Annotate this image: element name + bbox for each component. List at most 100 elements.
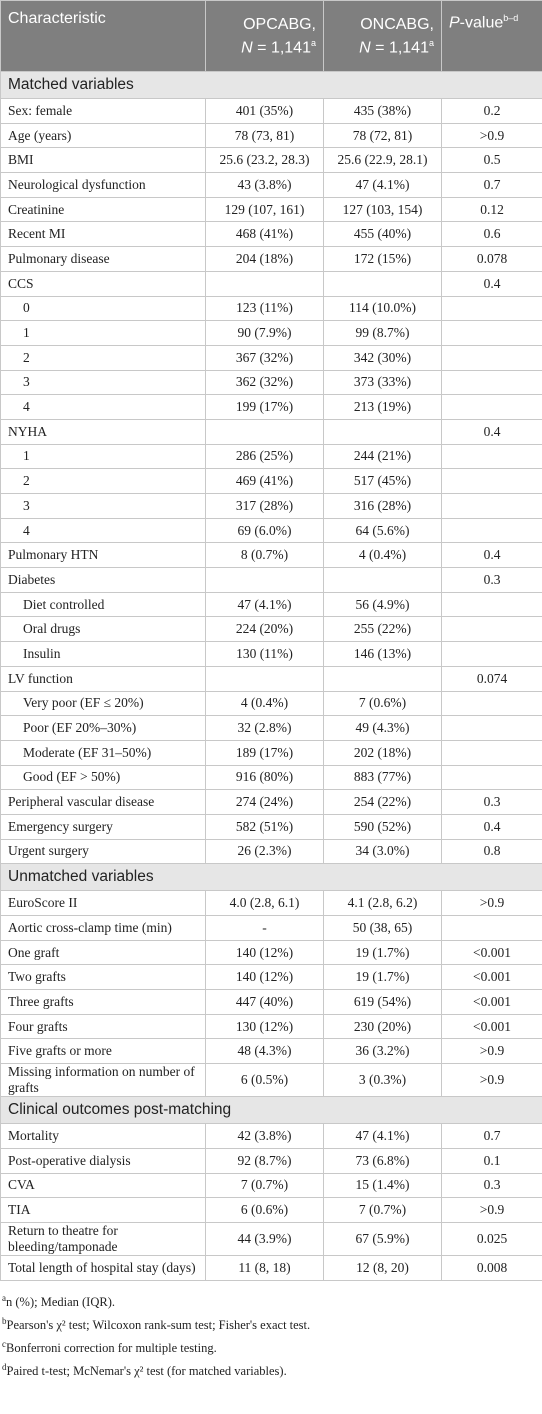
row-label: 3 <box>0 493 206 519</box>
table-row: Return to theatre for bleeding/tamponade… <box>0 1221 542 1256</box>
cell: >0.9 <box>441 1038 542 1065</box>
cell: 316 (28%) <box>323 493 442 519</box>
cell: 455 (40%) <box>323 221 442 248</box>
cell: 47 (4.1%) <box>205 591 324 618</box>
header-cell: P-valueb–d <box>441 0 542 72</box>
table-row: Moderate (EF 31–50%) 189 (17%) 202 (18%) <box>0 739 542 766</box>
cell: 373 (33%) <box>323 369 442 396</box>
cell: 92 (8.7%) <box>205 1147 324 1174</box>
cell: 130 (11%) <box>205 641 324 667</box>
cell: 47 (4.1%) <box>323 172 442 198</box>
table-row: 1 90 (7.9%) 99 (8.7%) <box>0 320 542 346</box>
cell: >0.9 <box>441 1063 542 1098</box>
cell <box>441 715 542 741</box>
cell <box>323 418 442 445</box>
cell: 468 (41%) <box>205 221 324 248</box>
table-row: Three grafts 447 (40%) 619 (54%) <0.001 <box>0 989 542 1015</box>
cell: 0.4 <box>441 813 542 840</box>
cell: 4.0 (2.8, 6.1) <box>205 890 324 916</box>
cell: 78 (72, 81) <box>323 122 442 149</box>
cell: 916 (80%) <box>205 764 324 791</box>
cell: <0.001 <box>441 989 542 1015</box>
table-row: Diet controlled 47 (4.1%) 56 (4.9%) <box>0 591 542 618</box>
table-row: Creatinine 129 (107, 161) 127 (103, 154) 0.… <box>0 196 542 223</box>
row-label: Poor (EF 20%–30%) <box>0 715 206 741</box>
row-label: Diet controlled <box>0 591 206 618</box>
row-label: Pulmonary disease <box>0 246 206 272</box>
cell: 130 (12%) <box>205 1013 324 1040</box>
cell: 56 (4.9%) <box>323 591 442 618</box>
cell: 0.008 <box>441 1254 542 1281</box>
cell: 286 (25%) <box>205 443 324 470</box>
section-row: Matched variables <box>0 71 542 99</box>
row-label: 1 <box>0 443 206 470</box>
section-row: Unmatched variables <box>0 863 542 892</box>
cell: 883 (77%) <box>323 764 442 791</box>
footnote-text: Bonferroni correction for multiple testi… <box>6 1341 217 1356</box>
cell: 25.6 (22.9, 28.1) <box>323 147 442 174</box>
row-label: Diabetes <box>0 567 206 593</box>
cell: 129 (107, 161) <box>205 196 324 223</box>
cell: 67 (5.9%) <box>323 1221 442 1256</box>
cell: 230 (20%) <box>323 1013 442 1040</box>
cell: >0.9 <box>441 890 542 916</box>
row-label: Total length of hospital stay (days) <box>0 1254 206 1281</box>
cell <box>441 764 542 791</box>
cell: 582 (51%) <box>205 813 324 840</box>
cell: 64 (5.6%) <box>323 517 442 544</box>
table-row: Neurological dysfunction 43 (3.8%) 47 (4.1… <box>0 172 542 198</box>
table-row: One graft 140 (12%) 19 (1.7%) <0.001 <box>0 939 542 966</box>
footnote-mark: d <box>2 1362 7 1373</box>
cell <box>441 369 542 396</box>
row-label: 4 <box>0 517 206 544</box>
table-header: Characteristic OPCABG, N = 1,141a ONCABG,… <box>0 0 542 72</box>
header-p: P <box>449 14 460 32</box>
footnote-text: Pearson's χ² test; Wilcoxon rank-sum tes… <box>6 1317 311 1332</box>
table-row: Urgent surgery 26 (2.3%) 34 (3.0%) 0.8 <box>0 838 542 865</box>
table-row: CVA 7 (0.7%) 15 (1.4%) 0.3 <box>0 1172 542 1199</box>
cell: 4.1 (2.8, 6.2) <box>323 890 442 916</box>
row-label: Creatinine <box>0 196 206 223</box>
row-label: 2 <box>0 468 206 494</box>
cell: 0.3 <box>441 1172 542 1199</box>
row-label: EuroScore II <box>0 890 206 916</box>
cell: 140 (12%) <box>205 964 324 991</box>
cell: 99 (8.7%) <box>323 320 442 346</box>
row-label: 0 <box>0 295 206 322</box>
cell <box>441 690 542 717</box>
cell: - <box>205 915 324 941</box>
footnote-mark: b <box>2 1315 7 1326</box>
cell: 0.7 <box>441 172 542 198</box>
cell <box>441 517 542 544</box>
table-row: Missing information on number of grafts 6… <box>0 1063 542 1098</box>
cell: 7 (0.6%) <box>323 690 442 717</box>
cell: 367 (32%) <box>205 344 324 371</box>
table-row: CCS 0.4 <box>0 270 542 297</box>
cell <box>441 443 542 470</box>
cell: <0.001 <box>441 1013 542 1040</box>
header-sup: b–d <box>503 13 519 23</box>
cell: 469 (41%) <box>205 468 324 494</box>
row-label: CCS <box>0 270 206 297</box>
footnote: cBonferroni correction for multiple test… <box>2 1335 540 1358</box>
cell: 317 (28%) <box>205 493 324 519</box>
cell: 447 (40%) <box>205 989 324 1015</box>
cell: 274 (24%) <box>205 789 324 815</box>
cell: 172 (15%) <box>323 246 442 272</box>
cell <box>205 567 324 593</box>
cell: 114 (10.0%) <box>323 295 442 322</box>
table-row: Good (EF > 50%) 916 (80%) 883 (77%) <box>0 764 542 791</box>
row-label: Sex: female <box>0 98 206 124</box>
row-label: Four grafts <box>0 1013 206 1040</box>
table-row: 4 69 (6.0%) 64 (5.6%) <box>0 517 542 544</box>
row-label: Pulmonary HTN <box>0 542 206 569</box>
table-row: Four grafts 130 (12%) 230 (20%) <0.001 <box>0 1013 542 1040</box>
cell <box>323 567 442 593</box>
row-label: Post-operative dialysis <box>0 1147 206 1174</box>
cell: 146 (13%) <box>323 641 442 667</box>
cell: 140 (12%) <box>205 939 324 966</box>
row-label: Moderate (EF 31–50%) <box>0 739 206 766</box>
footnotes: an (%); Median (IQR). bPearson's χ² test;… <box>0 1281 542 1382</box>
cell <box>441 616 542 643</box>
table-row: Pulmonary HTN 8 (0.7%) 4 (0.4%) 0.4 <box>0 542 542 569</box>
